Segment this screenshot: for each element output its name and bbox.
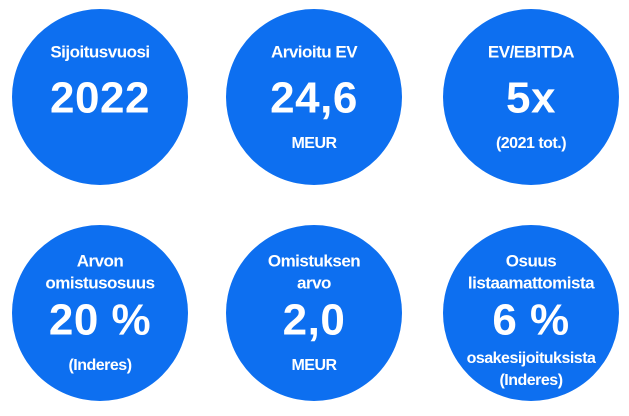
stat-label: Arvon [77,251,124,270]
stat-label: Osuus [506,251,556,270]
stat-label: Omistuksen [268,251,360,270]
stat-note: osakesijoituksista [467,350,596,367]
stat-value: 2022 [50,74,150,123]
stat-circle [226,9,402,185]
stat-note: (Inderes) [68,357,131,374]
stat-value: 20 % [49,296,151,345]
stat-label: Sijoitusvuosi [50,42,149,61]
stat-note: MEUR [291,357,337,374]
stat-circle [443,9,619,185]
stat-note: MEUR [291,135,337,152]
stat-label: EV/EBITDA [488,42,574,61]
stat-label: omistusosuus [45,273,154,292]
stat-note: (2021 tot.) [496,135,566,152]
stat-value: 2,0 [283,296,346,345]
stat-circle [443,225,619,401]
stat-value: 5x [506,74,556,123]
stat-value: 6 % [492,296,569,345]
stat-label: listaamattomista [468,273,595,292]
stat-circle [12,9,188,185]
stat-circle [12,225,188,401]
stat-note: (Inderes) [499,372,562,389]
stat-value: 24,6 [270,74,358,123]
stat-circle [226,225,402,401]
stat-label: arvo [297,273,331,292]
stat-label: Arvioitu EV [271,42,358,61]
